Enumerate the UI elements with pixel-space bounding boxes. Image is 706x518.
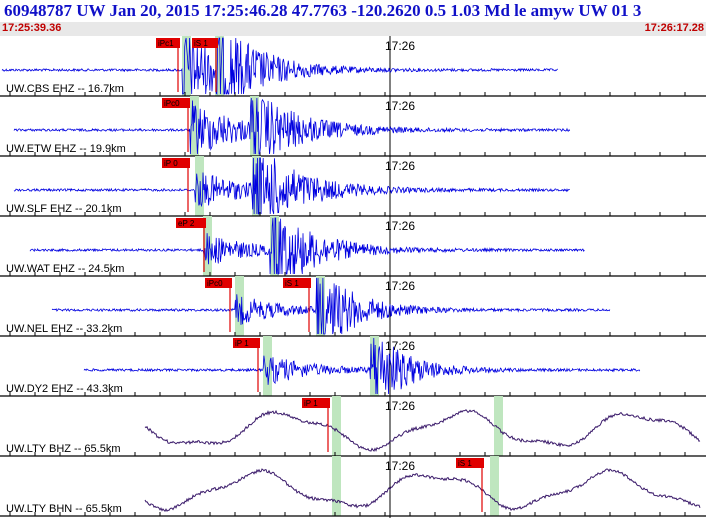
- station-label: UW.CBS EHZ -- 16.7km: [6, 83, 124, 95]
- waveform-trace: [13, 97, 571, 155]
- pick-box: [456, 458, 484, 468]
- minute-label: 17:26: [385, 219, 415, 233]
- pick-box: [176, 218, 206, 228]
- pick-window: [215, 36, 224, 96]
- pick-window: [332, 456, 341, 516]
- waveform-trace: [144, 409, 701, 452]
- pick-window: [195, 156, 204, 216]
- pick-label: iPc1: [158, 39, 174, 48]
- pick-box: [205, 278, 232, 288]
- pick-box: [156, 38, 180, 48]
- pick-window: [490, 456, 499, 516]
- station-label: UW.WAT EHZ -- 24.5km: [6, 263, 124, 275]
- station-label: UW.SLF EHZ -- 20.1km: [6, 203, 122, 215]
- pick-label: iS 1: [458, 459, 472, 468]
- waveform-trace: [83, 337, 641, 395]
- pick-window: [494, 396, 503, 456]
- end-time-label: 17:26:17.28: [644, 22, 704, 34]
- pick-label: iS 1: [194, 39, 208, 48]
- pick-label: iS 1: [285, 279, 299, 288]
- pick-label: iP 1: [304, 399, 318, 408]
- pick-label: eP 2: [178, 219, 195, 228]
- minute-label: 17:26: [385, 399, 415, 413]
- station-label: UW.ETW EHZ -- 19.9km: [6, 143, 126, 155]
- pick-window: [190, 96, 199, 156]
- station-label: UW.NEL EHZ -- 33.2km: [6, 323, 122, 335]
- start-time-label: 17:25:39.36: [2, 22, 62, 34]
- waveform-trace: [1, 37, 558, 96]
- event-title: 60948787 UW Jan 20, 2015 17:25:46.28 47.…: [4, 1, 642, 20]
- pick-label: iP 0: [164, 159, 178, 168]
- minute-label: 17:26: [385, 39, 415, 53]
- seismogram-panel[interactable]: 17:26 iPc1 iS 1 UW.CBS EHZ -- 16.7km 17:26 iP…: [0, 36, 706, 518]
- pick-label: iPc0: [207, 279, 223, 288]
- pick-box: [162, 158, 190, 168]
- waveform-trace: [29, 217, 585, 275]
- station-label: UW.DY2 EHZ -- 43.3km: [6, 383, 123, 395]
- waveform-trace: [51, 277, 611, 335]
- waveform-trace: [13, 157, 570, 215]
- pick-box: [302, 398, 330, 408]
- pick-window: [263, 336, 272, 396]
- station-label: UW.LTY BHN -- 65.5km: [6, 503, 122, 515]
- station-label: UW.LTY BHZ -- 65.5km: [6, 443, 121, 455]
- time-range-bar: 17:25:39.36 17:26:17.28: [0, 22, 706, 36]
- minute-label: 17:26: [385, 279, 415, 293]
- pick-window: [182, 36, 191, 96]
- title-bar: 60948787 UW Jan 20, 2015 17:25:46.28 47.…: [0, 0, 706, 22]
- pick-box: [162, 98, 190, 108]
- minute-label: 17:26: [385, 159, 415, 173]
- pick-box: [233, 338, 260, 348]
- minute-label: 17:26: [385, 339, 415, 353]
- pick-window: [250, 96, 259, 156]
- pick-label: iPc0: [164, 99, 180, 108]
- pick-window: [332, 396, 341, 456]
- pick-box: [192, 38, 218, 48]
- pick-box: [283, 278, 311, 288]
- waveform-trace: [144, 468, 701, 513]
- minute-label: 17:26: [385, 99, 415, 113]
- minute-label: 17:26: [385, 459, 415, 473]
- pick-label: iP 1: [235, 339, 249, 348]
